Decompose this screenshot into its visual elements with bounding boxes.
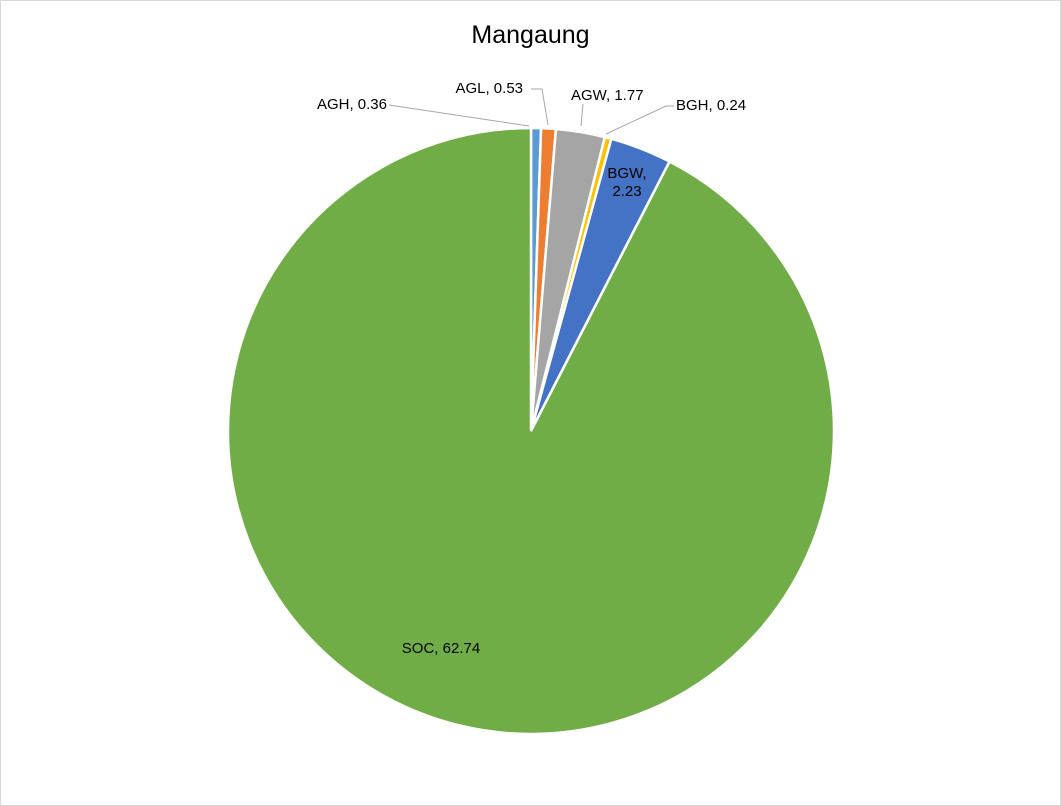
leader-line-agh (388, 104, 530, 127)
data-label-agh: AGH, 0.36 (317, 96, 387, 113)
leader-lines (388, 88, 674, 135)
pie-slice-soc (226, 126, 836, 736)
data-label-bgw: BGW, 2.23 (607, 165, 646, 200)
leader-line-agw (580, 103, 584, 127)
data-label-agl: AGL, 0.53 (455, 80, 523, 97)
leader-line-agl (531, 88, 549, 126)
chart-title: Mangaung (471, 21, 590, 49)
data-labels: AGH, 0.36 AGL, 0.53 AGW, 1.77 BGH, 0.24 BGW,… (317, 80, 746, 657)
data-label-agw: AGW, 1.77 (571, 87, 644, 104)
leader-line-bgh (605, 105, 674, 135)
data-label-soc: SOC, 62.74 (402, 640, 480, 657)
data-label-bgh: BGH, 0.24 (676, 97, 746, 114)
pie-slices (226, 126, 836, 736)
